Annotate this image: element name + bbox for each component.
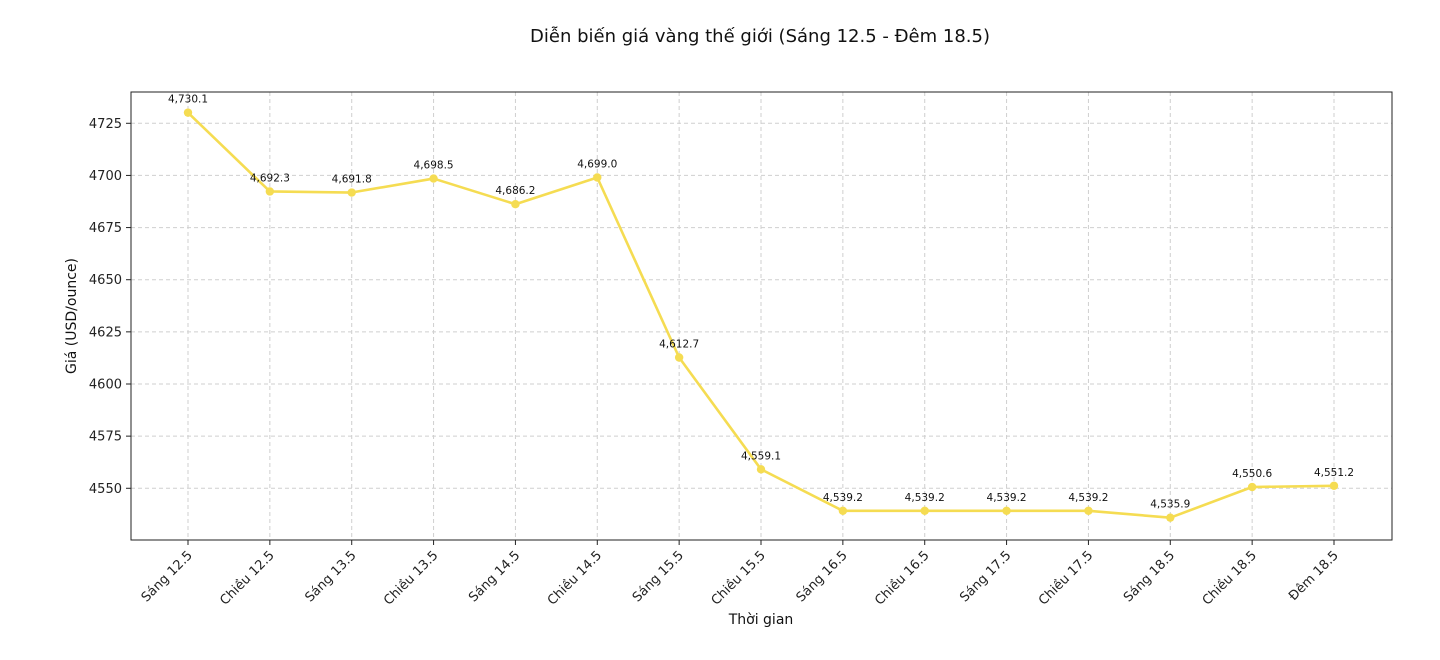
x-tick-label: Sáng 16.5 (794, 548, 851, 605)
data-label: 4,699.0 (577, 159, 617, 171)
x-tick-label: Chiều 13.5 (381, 548, 441, 608)
data-labels: 4,730.1 4,692.3 4,691.8 4,698.5 4,686.2 4,699… (168, 94, 1354, 511)
x-tick-label: Sáng 12.5 (139, 548, 196, 605)
data-point (429, 174, 438, 183)
x-tick-label: Chiều 17.5 (1036, 548, 1096, 608)
x-tick-label: Chiều 16.5 (872, 548, 932, 608)
x-tick-label: Chiều 18.5 (1200, 548, 1260, 608)
y-tick-label: 4700 (89, 169, 122, 184)
data-label: 4,730.1 (168, 94, 208, 106)
data-point (1329, 481, 1339, 490)
data-label: 4,612.7 (659, 339, 699, 351)
y-tick-label: 4600 (89, 377, 122, 392)
data-point (1247, 482, 1257, 492)
y-tick-label: 4625 (89, 325, 122, 340)
data-label: 4,539.2 (1068, 492, 1108, 504)
data-point (1002, 506, 1011, 516)
data-label: 4,686.2 (495, 185, 535, 197)
price-series (183, 108, 1339, 522)
x-axis-ticks: Sáng 12.5 Chiều 12.5 Sáng 13.5 Chiều 13.5 Sá… (139, 540, 1342, 609)
x-tick-label: Sáng 14.5 (466, 548, 523, 605)
data-label: 4,550.6 (1232, 468, 1272, 480)
data-point (183, 108, 193, 117)
chart-title: Diễn biến giá vàng thế giới (Sáng 12.5 -… (530, 26, 990, 47)
data-point (756, 465, 766, 474)
data-point (1084, 506, 1093, 516)
y-tick-label: 4575 (89, 430, 122, 445)
x-tick-label: Sáng 18.5 (1121, 548, 1178, 605)
data-point (674, 353, 684, 362)
y-axis-ticks: 4550 4575 4600 4625 4650 4675 4700 4725 (89, 117, 131, 497)
x-tick-label: Chiều 12.5 (217, 548, 277, 608)
grid-lines (131, 92, 1392, 540)
data-label: 4,551.2 (1314, 467, 1354, 479)
data-label: 4,692.3 (250, 172, 290, 184)
data-point (265, 187, 275, 196)
y-tick-label: 4675 (89, 221, 122, 236)
data-label: 4,539.2 (823, 492, 863, 504)
data-point (347, 188, 356, 197)
data-label: 4,539.2 (987, 492, 1027, 504)
x-axis-label: Thời gian (728, 612, 794, 628)
data-label: 4,698.5 (414, 160, 454, 172)
data-point (838, 506, 848, 516)
x-tick-label: Sáng 13.5 (302, 548, 359, 605)
plot-frame (130, 91, 1393, 541)
x-tick-label: Chiều 14.5 (545, 548, 605, 608)
data-label: 4,539.2 (905, 492, 945, 504)
x-tick-label: Đêm 18.5 (1286, 548, 1342, 604)
data-label: 4,559.1 (741, 450, 781, 462)
data-label: 4,691.8 (332, 174, 372, 186)
data-label: 4,535.9 (1150, 499, 1190, 511)
x-tick-label: Chiều 15.5 (709, 548, 769, 608)
data-point (593, 173, 602, 182)
x-tick-label: Sáng 15.5 (630, 548, 687, 605)
y-axis-label: Giá (USD/ounce) (64, 258, 80, 374)
x-tick-label: Sáng 17.5 (957, 548, 1014, 605)
y-tick-label: 4550 (89, 482, 122, 497)
data-point (920, 506, 929, 516)
y-tick-label: 4725 (89, 117, 122, 132)
y-tick-label: 4650 (89, 273, 122, 288)
data-point (511, 200, 520, 209)
data-point (1166, 513, 1175, 522)
